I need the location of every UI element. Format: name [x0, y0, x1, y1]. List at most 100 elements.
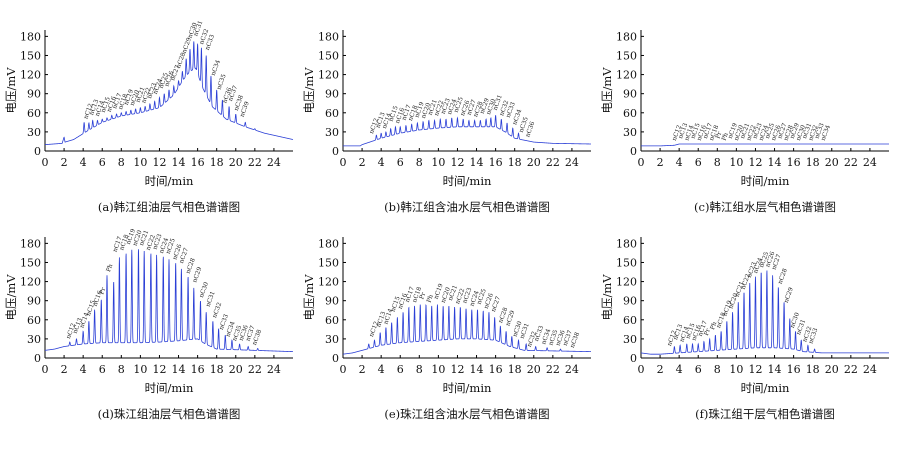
x-tick-label: 10 [133, 363, 147, 376]
x-tick-label: 8 [118, 363, 125, 376]
peak-label: Ph [426, 294, 435, 304]
x-tick-label: 16 [191, 363, 205, 376]
y-tick-label: 60 [325, 107, 339, 120]
x-tick-label: 20 [527, 363, 541, 376]
x-tick-label: 6 [99, 156, 106, 169]
x-tick-label: 16 [191, 156, 205, 169]
x-tick-label: 24 [565, 156, 579, 169]
y-tick-label: 0 [630, 352, 637, 365]
y-axis-label: 电压/mV [4, 274, 18, 321]
x-tick-label: 10 [431, 156, 445, 169]
y-tick-label: 150 [20, 49, 41, 62]
peak-label: nC29 [783, 286, 795, 304]
x-axis-label: 时间/min [443, 174, 492, 188]
y-tick-label: 30 [27, 126, 41, 139]
y-tick-label: 180 [318, 237, 339, 250]
x-tick-label: 20 [229, 156, 243, 169]
x-tick-label: 10 [133, 156, 147, 169]
y-tick-label: 120 [20, 276, 41, 289]
y-tick-label: 180 [318, 30, 339, 43]
y-axis-label: 电压/mV [4, 67, 18, 114]
y-tick-label: 0 [34, 352, 41, 365]
x-tick-label: 8 [416, 363, 423, 376]
x-tick-label: 22 [248, 156, 262, 169]
x-tick-label: 14 [768, 363, 782, 376]
x-tick-label: 16 [787, 363, 801, 376]
y-tick-label: 30 [623, 333, 637, 346]
y-tick-label: 30 [623, 126, 637, 139]
y-tick-label: 150 [20, 256, 41, 269]
x-tick-label: 18 [210, 156, 224, 169]
x-tick-label: 10 [729, 156, 743, 169]
x-tick-label: 4 [676, 156, 683, 169]
x-axis-label: 时间/min [741, 174, 790, 188]
x-tick-label: 2 [359, 363, 366, 376]
x-tick-label: 14 [768, 156, 782, 169]
x-tick-label: 12 [152, 156, 166, 169]
x-tick-label: 24 [863, 363, 877, 376]
x-tick-label: 12 [450, 156, 464, 169]
x-tick-label: 12 [152, 363, 166, 376]
panel-caption: (d)珠江组油层气相色谱谱图 [98, 407, 241, 421]
peak-label: Pr [714, 131, 723, 140]
x-tick-label: 10 [729, 363, 743, 376]
x-axis-label: 时间/min [741, 381, 790, 395]
x-tick-label: 8 [714, 156, 721, 169]
y-tick-label: 180 [616, 237, 637, 250]
x-tick-label: 16 [787, 156, 801, 169]
y-tick-label: 60 [623, 107, 637, 120]
x-tick-label: 22 [844, 156, 858, 169]
peak-label: Ph [709, 321, 718, 331]
x-tick-label: 18 [508, 363, 522, 376]
panel-caption: (e)珠江组含油水层气相色谱谱图 [384, 407, 549, 421]
y-tick-label: 120 [318, 69, 339, 82]
chromatogram-trace [44, 41, 294, 146]
y-tick-label: 90 [27, 88, 41, 101]
y-tick-label: 150 [616, 256, 637, 269]
y-tick-label: 120 [20, 69, 41, 82]
x-tick-label: 6 [695, 156, 702, 169]
panel-caption: (f)珠江组干层气相色谱谱图 [695, 407, 835, 421]
x-tick-label: 6 [99, 363, 106, 376]
x-tick-label: 24 [267, 156, 281, 169]
x-tick-label: 16 [489, 156, 503, 169]
x-tick-label: 20 [825, 156, 839, 169]
y-tick-label: 180 [20, 30, 41, 43]
x-tick-label: 20 [229, 363, 243, 376]
x-tick-label: 22 [844, 363, 858, 376]
y-tick-label: 30 [325, 333, 339, 346]
y-tick-label: 120 [616, 69, 637, 82]
x-axis-label: 时间/min [443, 381, 492, 395]
x-tick-label: 2 [61, 363, 68, 376]
peak-label: Ph [721, 132, 730, 142]
x-tick-label: 0 [42, 363, 49, 376]
x-tick-label: 8 [416, 156, 423, 169]
x-tick-label: 2 [359, 156, 366, 169]
x-tick-label: 2 [657, 363, 664, 376]
y-tick-label: 150 [318, 49, 339, 62]
x-tick-label: 24 [565, 363, 579, 376]
y-axis-label: 电压/mV [302, 274, 316, 321]
chromatogram-trace [640, 270, 889, 355]
y-tick-label: 90 [325, 295, 339, 308]
x-tick-label: 12 [748, 156, 762, 169]
x-tick-label: 20 [527, 156, 541, 169]
panel-caption: (c)韩江组水层气相色谱谱图 [694, 200, 836, 214]
y-tick-label: 150 [616, 49, 637, 62]
y-tick-label: 30 [325, 126, 339, 139]
peak-label: Pr [418, 291, 427, 300]
x-tick-label: 8 [714, 363, 721, 376]
y-tick-label: 90 [623, 88, 637, 101]
x-tick-label: 14 [470, 156, 484, 169]
y-tick-label: 90 [325, 88, 339, 101]
y-tick-label: 60 [623, 314, 637, 327]
x-tick-label: 4 [80, 156, 87, 169]
x-tick-label: 0 [42, 156, 49, 169]
y-tick-label: 90 [623, 295, 637, 308]
y-tick-label: 60 [27, 314, 41, 327]
